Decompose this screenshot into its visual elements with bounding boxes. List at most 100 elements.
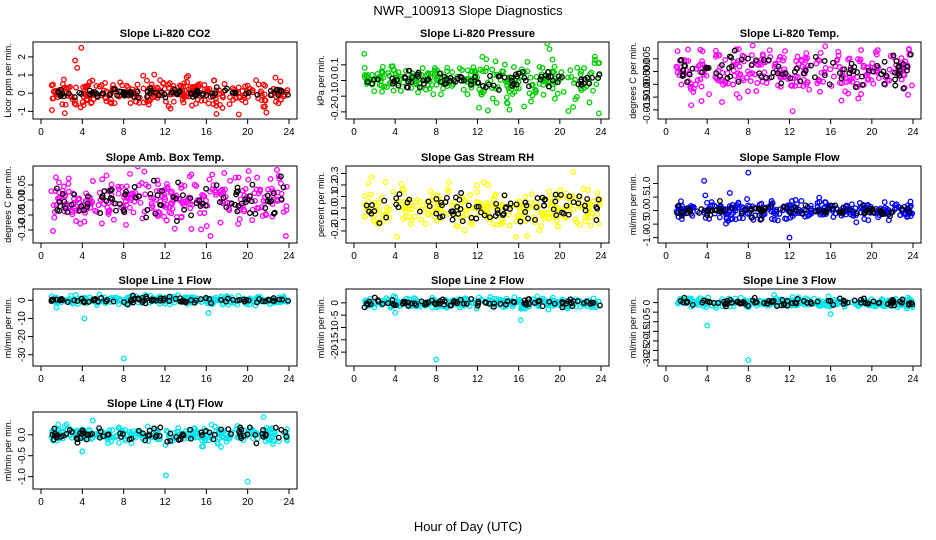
data-point	[164, 184, 171, 191]
data-point	[730, 58, 737, 65]
reference-point	[436, 70, 443, 77]
panel-title: Slope Sample Flow	[739, 152, 840, 164]
data-point	[102, 79, 108, 86]
reference-point	[65, 90, 72, 97]
data-point	[518, 304, 525, 311]
data-point	[187, 433, 194, 440]
reference-point	[123, 188, 129, 195]
reference-point	[277, 173, 284, 180]
data-point	[397, 87, 404, 94]
data-point	[67, 84, 73, 90]
reference-point	[383, 214, 390, 221]
reference-point	[196, 197, 203, 204]
data-point	[861, 216, 868, 222]
reference-point	[211, 431, 218, 438]
reference-point	[97, 210, 104, 217]
data-point	[568, 73, 575, 80]
x-tick-label: 8	[746, 251, 752, 262]
data-point	[870, 80, 877, 87]
outlier-point	[120, 355, 127, 362]
reference-point	[411, 300, 418, 307]
data-point	[213, 87, 220, 94]
x-tick-label: 4	[392, 251, 398, 262]
data-point	[532, 86, 539, 93]
x-tick-label: 8	[434, 127, 440, 138]
data-point	[492, 58, 499, 65]
reference-point	[59, 297, 66, 304]
data-point	[449, 69, 456, 76]
data-point	[50, 228, 56, 234]
data-point	[154, 177, 161, 184]
reference-point	[64, 299, 71, 305]
x-tick-label: 12	[472, 374, 484, 385]
reference-point	[779, 71, 786, 78]
data-point	[419, 65, 426, 72]
points-group	[361, 293, 603, 363]
reference-point	[375, 298, 382, 305]
x-tick-label: 4	[704, 374, 710, 385]
reference-point	[861, 209, 868, 216]
reference-point	[497, 300, 504, 307]
reference-point	[420, 80, 427, 87]
data-point	[853, 219, 860, 226]
reference-point	[245, 297, 252, 304]
y-tick-label: -0.2	[330, 103, 341, 121]
reference-point	[680, 71, 687, 78]
data-point	[479, 53, 486, 60]
data-point	[188, 226, 195, 232]
reference-point	[762, 204, 769, 211]
data-point	[884, 205, 891, 212]
data-point	[63, 421, 70, 428]
data-point	[836, 64, 843, 70]
data-point	[65, 180, 72, 187]
x-tick-label: 8	[434, 374, 440, 385]
reference-point	[249, 181, 256, 188]
reference-point	[234, 188, 241, 195]
reference-point	[157, 424, 164, 431]
data-point	[734, 202, 740, 208]
y-tick-label: -0.1	[330, 87, 341, 105]
y-axis-label: percent per min.	[316, 172, 326, 237]
reference-point	[559, 304, 566, 311]
reference-point	[74, 439, 81, 446]
reference-point	[550, 77, 556, 84]
data-point	[516, 296, 523, 303]
data-point	[218, 293, 225, 300]
data-point	[758, 61, 765, 68]
outlier-point	[827, 311, 834, 318]
data-point	[51, 214, 58, 221]
data-point	[886, 77, 893, 84]
reference-point	[187, 195, 194, 202]
outlier-point	[701, 177, 708, 184]
reference-point	[748, 62, 755, 69]
reference-point	[246, 193, 253, 200]
data-point	[262, 438, 269, 445]
reference-point	[202, 202, 209, 209]
reference-point	[285, 297, 292, 304]
data-point	[214, 439, 221, 446]
data-point	[747, 78, 754, 85]
reference-point	[553, 212, 560, 219]
reference-point	[376, 220, 383, 227]
reference-point	[870, 68, 877, 75]
reference-point	[458, 190, 465, 196]
x-tick-label: 12	[472, 127, 484, 138]
y-tick-label: -5	[330, 310, 341, 319]
reference-point	[859, 81, 866, 88]
data-point	[209, 171, 216, 178]
reference-point	[490, 303, 497, 310]
reference-point	[212, 90, 219, 97]
data-point	[767, 53, 774, 60]
data-point	[546, 188, 553, 195]
data-point	[408, 217, 415, 224]
reference-point	[713, 70, 720, 77]
reference-point	[152, 89, 159, 96]
reference-point	[475, 298, 482, 305]
data-point	[573, 219, 580, 226]
data-point	[167, 189, 174, 196]
data-point	[528, 82, 535, 89]
reference-point	[68, 201, 75, 208]
reference-point	[246, 210, 253, 216]
y-tick-label: -1.0	[17, 468, 28, 486]
